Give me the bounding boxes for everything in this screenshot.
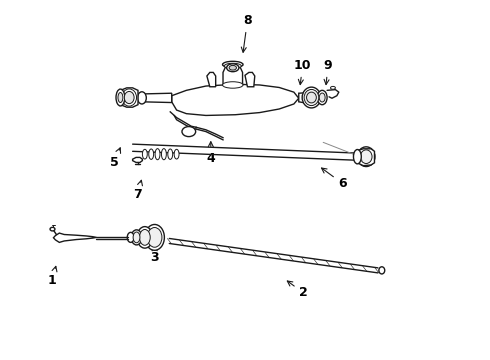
Text: 2: 2 <box>287 281 308 300</box>
Polygon shape <box>299 92 322 105</box>
Ellipse shape <box>131 230 142 245</box>
Ellipse shape <box>331 86 335 89</box>
Polygon shape <box>207 72 216 87</box>
Text: 3: 3 <box>150 245 159 264</box>
Ellipse shape <box>222 61 243 68</box>
Ellipse shape <box>149 149 154 159</box>
Ellipse shape <box>174 149 179 159</box>
Ellipse shape <box>143 149 147 159</box>
Ellipse shape <box>182 127 196 136</box>
Text: 6: 6 <box>321 168 347 190</box>
Ellipse shape <box>222 82 243 88</box>
Polygon shape <box>245 72 255 87</box>
Text: 8: 8 <box>241 14 252 52</box>
Ellipse shape <box>229 66 237 70</box>
Text: 5: 5 <box>110 148 121 168</box>
Ellipse shape <box>145 225 164 250</box>
Ellipse shape <box>155 149 160 160</box>
Ellipse shape <box>137 226 153 248</box>
Polygon shape <box>172 84 299 116</box>
Ellipse shape <box>127 232 134 242</box>
Ellipse shape <box>353 149 361 164</box>
Ellipse shape <box>227 64 239 72</box>
Ellipse shape <box>168 149 172 159</box>
Ellipse shape <box>304 89 319 105</box>
Ellipse shape <box>133 232 140 243</box>
Ellipse shape <box>302 87 321 108</box>
Ellipse shape <box>138 92 147 104</box>
Ellipse shape <box>307 92 317 103</box>
Text: 1: 1 <box>48 266 57 287</box>
Ellipse shape <box>118 93 123 103</box>
Ellipse shape <box>161 149 166 160</box>
Ellipse shape <box>147 228 162 247</box>
Polygon shape <box>121 88 138 107</box>
Polygon shape <box>223 65 243 85</box>
Ellipse shape <box>379 267 385 274</box>
Ellipse shape <box>360 150 372 163</box>
Polygon shape <box>133 157 143 162</box>
Ellipse shape <box>224 63 242 69</box>
Polygon shape <box>357 149 374 166</box>
Text: 4: 4 <box>206 142 215 165</box>
Ellipse shape <box>116 89 125 106</box>
Ellipse shape <box>122 89 137 106</box>
Ellipse shape <box>50 227 55 231</box>
Polygon shape <box>53 233 97 242</box>
Polygon shape <box>143 93 172 103</box>
Text: 10: 10 <box>294 59 312 85</box>
Text: 9: 9 <box>324 59 332 85</box>
Text: 7: 7 <box>133 180 143 201</box>
Ellipse shape <box>357 147 375 167</box>
Ellipse shape <box>319 93 325 102</box>
Ellipse shape <box>318 90 327 105</box>
Ellipse shape <box>124 91 134 104</box>
Ellipse shape <box>140 229 150 245</box>
